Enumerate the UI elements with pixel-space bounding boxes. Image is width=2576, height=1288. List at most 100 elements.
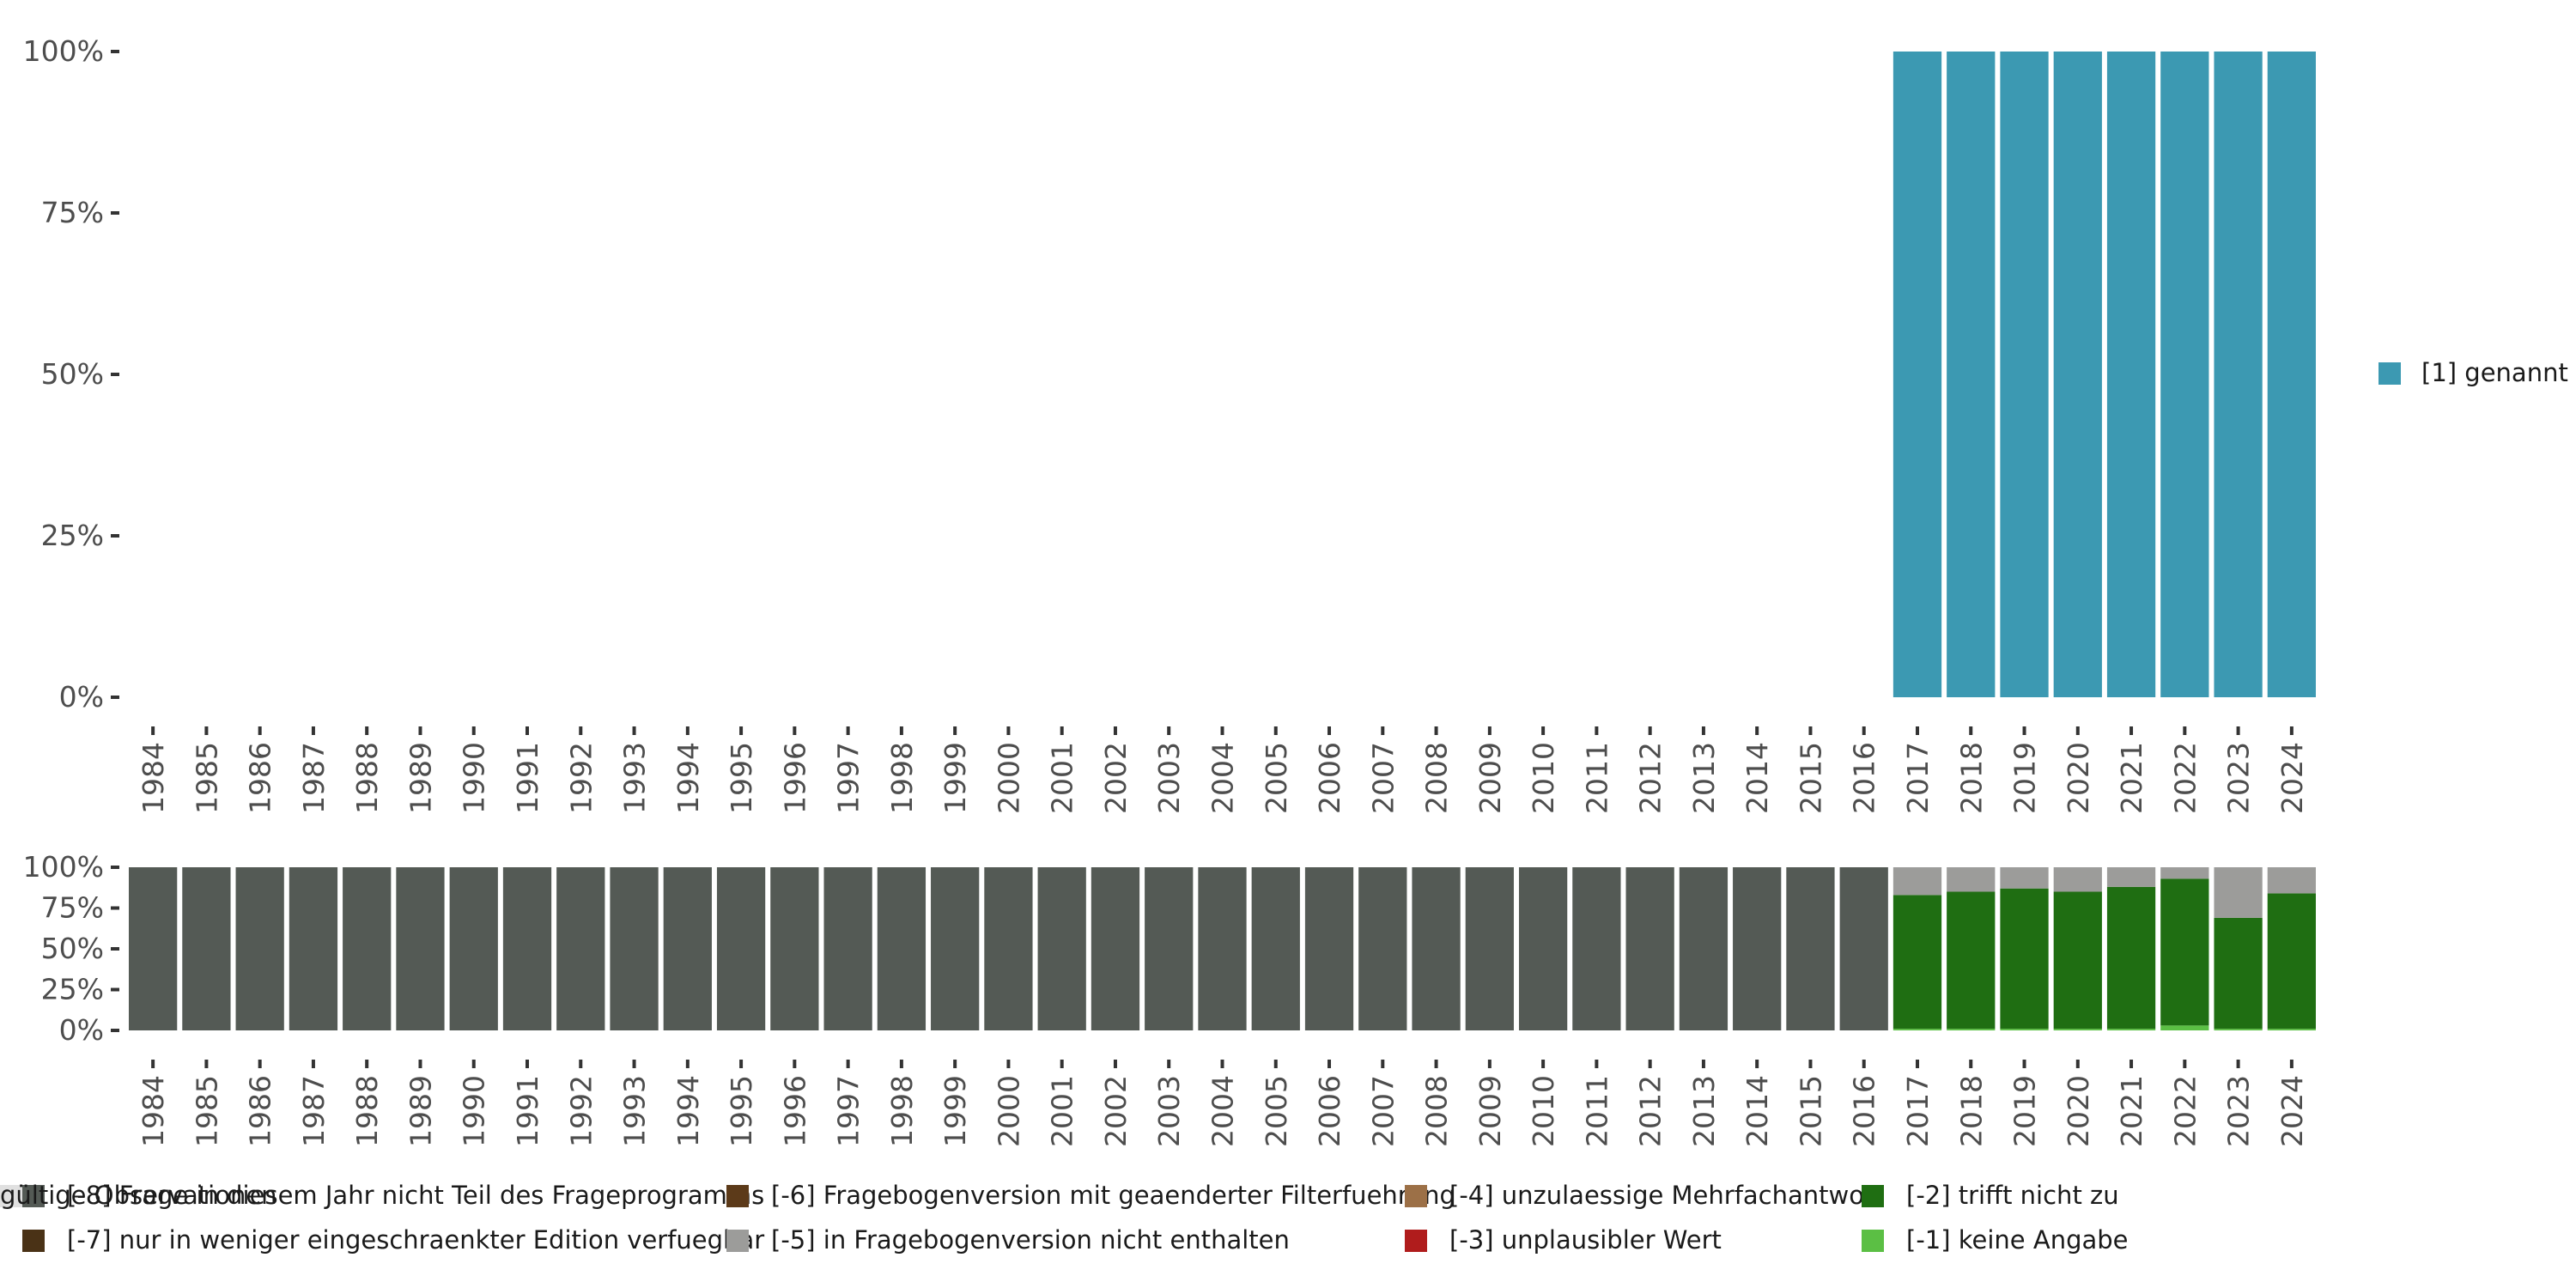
legend-key-missing — [1405, 1230, 1427, 1252]
bottom-bar-1997 — [823, 867, 872, 1030]
top-xtick-label: 2018 — [1954, 742, 1988, 814]
legend-label-missing: gültige Observationen — [0, 1181, 277, 1210]
bottom-bar-2018 — [1947, 1029, 1996, 1030]
top-xtick-label: 2020 — [2062, 742, 2095, 814]
bottom-xtick-label: 2022 — [2168, 1075, 2202, 1147]
top-xtick-label: 2005 — [1260, 742, 1293, 814]
bottom-xtick-label: 1990 — [458, 1075, 491, 1147]
top-ytick-label: 0% — [59, 680, 104, 714]
bottom-bar-2023 — [2214, 867, 2263, 918]
bottom-bar-2021 — [2106, 867, 2156, 887]
top-xtick-label: 2001 — [1046, 742, 1079, 814]
top-xtick-label: 1996 — [778, 742, 811, 814]
bottom-bar-2019 — [2000, 888, 2049, 1030]
bottom-bar-1999 — [931, 867, 980, 1030]
top-xtick-label: 2000 — [992, 742, 1025, 814]
top-xtick-label: 2002 — [1099, 742, 1133, 814]
bottom-bar-2000 — [984, 867, 1033, 1030]
top-xtick-label: 1990 — [458, 742, 491, 814]
top-xtick-label: 1993 — [618, 742, 652, 814]
bottom-xtick-label: 1984 — [137, 1075, 170, 1147]
top-xtick-label: 2019 — [2008, 742, 2042, 814]
bottom-xtick-label: 2008 — [1420, 1075, 1454, 1147]
bottom-bar-2024 — [2267, 893, 2316, 1030]
legend-key-missing — [22, 1185, 45, 1207]
bottom-bar-2024 — [2267, 1029, 2316, 1030]
bottom-xtick-label: 2011 — [1580, 1075, 1613, 1147]
bottom-bar-2013 — [1679, 867, 1728, 1030]
top-xtick-label: 2021 — [2115, 742, 2148, 814]
bottom-bar-1993 — [610, 867, 659, 1030]
legend-key-missing — [22, 1230, 45, 1252]
top-xtick-label: 1992 — [564, 742, 598, 814]
bottom-bar-2012 — [1625, 867, 1674, 1030]
bottom-bar-2018 — [1947, 867, 1996, 892]
bottom-bar-1992 — [556, 867, 605, 1030]
bottom-bar-1987 — [289, 867, 338, 1030]
top-bar-2020 — [2053, 52, 2102, 697]
bottom-bar-2009 — [1465, 867, 1514, 1030]
top-bar-2018 — [1947, 52, 1996, 697]
bottom-bar-2023 — [2214, 1029, 2263, 1030]
top-xtick-label: 1998 — [885, 742, 919, 814]
bottom-bar-1984 — [129, 867, 178, 1030]
bottom-bar-2006 — [1304, 867, 1354, 1030]
top-xtick-label: 2010 — [1527, 742, 1560, 814]
top-xtick-label: 2009 — [1473, 742, 1507, 814]
bottom-bar-2005 — [1251, 867, 1300, 1030]
bottom-bar-2008 — [1412, 867, 1461, 1030]
top-xtick-label: 1995 — [725, 742, 758, 814]
top-xtick-label: 2015 — [1794, 742, 1827, 814]
bottom-bar-2001 — [1037, 867, 1086, 1030]
bottom-xtick-label: 2002 — [1099, 1075, 1133, 1147]
bottom-xtick-label: 1992 — [564, 1075, 598, 1147]
top-xtick-label: 2023 — [2222, 742, 2256, 814]
bottom-bar-1996 — [770, 867, 819, 1030]
top-bar-2021 — [2106, 52, 2156, 697]
bottom-bar-2010 — [1518, 867, 1568, 1030]
top-xtick-label: 2013 — [1687, 742, 1721, 814]
bottom-bar-2014 — [1733, 867, 1782, 1030]
bottom-ytick-label: 50% — [41, 932, 104, 965]
bottom-xtick-label: 1989 — [404, 1075, 437, 1147]
bottom-xtick-label: 2018 — [1954, 1075, 1988, 1147]
legend-label-missing: [-8] Frage in diesem Jahr nicht Teil des… — [67, 1181, 764, 1210]
bottom-xtick-label: 2017 — [1901, 1075, 1935, 1147]
bottom-bar-2020 — [2053, 867, 2102, 892]
valid-values-panel: 0% 25% 50% 75% 100% 1984 1985 1986 1987 1988 1989 1… — [23, 34, 2316, 814]
bottom-xtick-label: 2006 — [1313, 1075, 1346, 1147]
top-xtick-label: 2004 — [1206, 742, 1240, 814]
bottom-ytick-label: 75% — [41, 891, 104, 925]
top-xtick-label: 1991 — [511, 742, 544, 814]
bottom-bar-1988 — [343, 867, 392, 1030]
legend-label-missing: [-6] Fragebogenversion mit geaenderter F… — [771, 1181, 1455, 1210]
bottom-xtick-label: 1998 — [885, 1075, 919, 1147]
top-xtick-label: 1984 — [137, 742, 170, 814]
bottom-ytick-label: 25% — [41, 973, 104, 1006]
bottom-bar-2022 — [2160, 867, 2209, 879]
legend-key-missing — [726, 1185, 749, 1207]
bottom-bar-2018 — [1947, 891, 1996, 1030]
top-xtick-label: 1987 — [297, 742, 331, 814]
bottom-bar-2020 — [2053, 1029, 2102, 1030]
top-bar-2017 — [1893, 52, 1942, 697]
legend-label-missing: [-7] nur in weniger eingeschraenkter Edi… — [67, 1225, 764, 1255]
top-xtick-label: 2007 — [1366, 742, 1400, 814]
bottom-xtick-label: 2007 — [1366, 1075, 1400, 1147]
bottom-bar-2024 — [2267, 867, 2316, 894]
top-bar-2023 — [2214, 52, 2263, 697]
top-xtick-label: 1994 — [671, 742, 705, 814]
bottom-bar-2017 — [1893, 867, 1942, 896]
bottom-xtick-label: 2013 — [1687, 1075, 1721, 1147]
bottom-xtick-label: 2021 — [2115, 1075, 2148, 1147]
top-bar-2024 — [2267, 52, 2316, 697]
bottom-xtick-label: 2019 — [2008, 1075, 2042, 1147]
bottom-xtick-label: 1987 — [297, 1075, 331, 1147]
bottom-xtick-label: 2009 — [1473, 1075, 1507, 1147]
legend-label-missing: [-3] unplausibler Wert — [1449, 1225, 1722, 1255]
bottom-xtick-label: 2014 — [1741, 1075, 1774, 1147]
bottom-bar-1991 — [502, 867, 552, 1030]
bottom-bar-1990 — [449, 867, 498, 1030]
top-xtick-label: 2003 — [1152, 742, 1186, 814]
